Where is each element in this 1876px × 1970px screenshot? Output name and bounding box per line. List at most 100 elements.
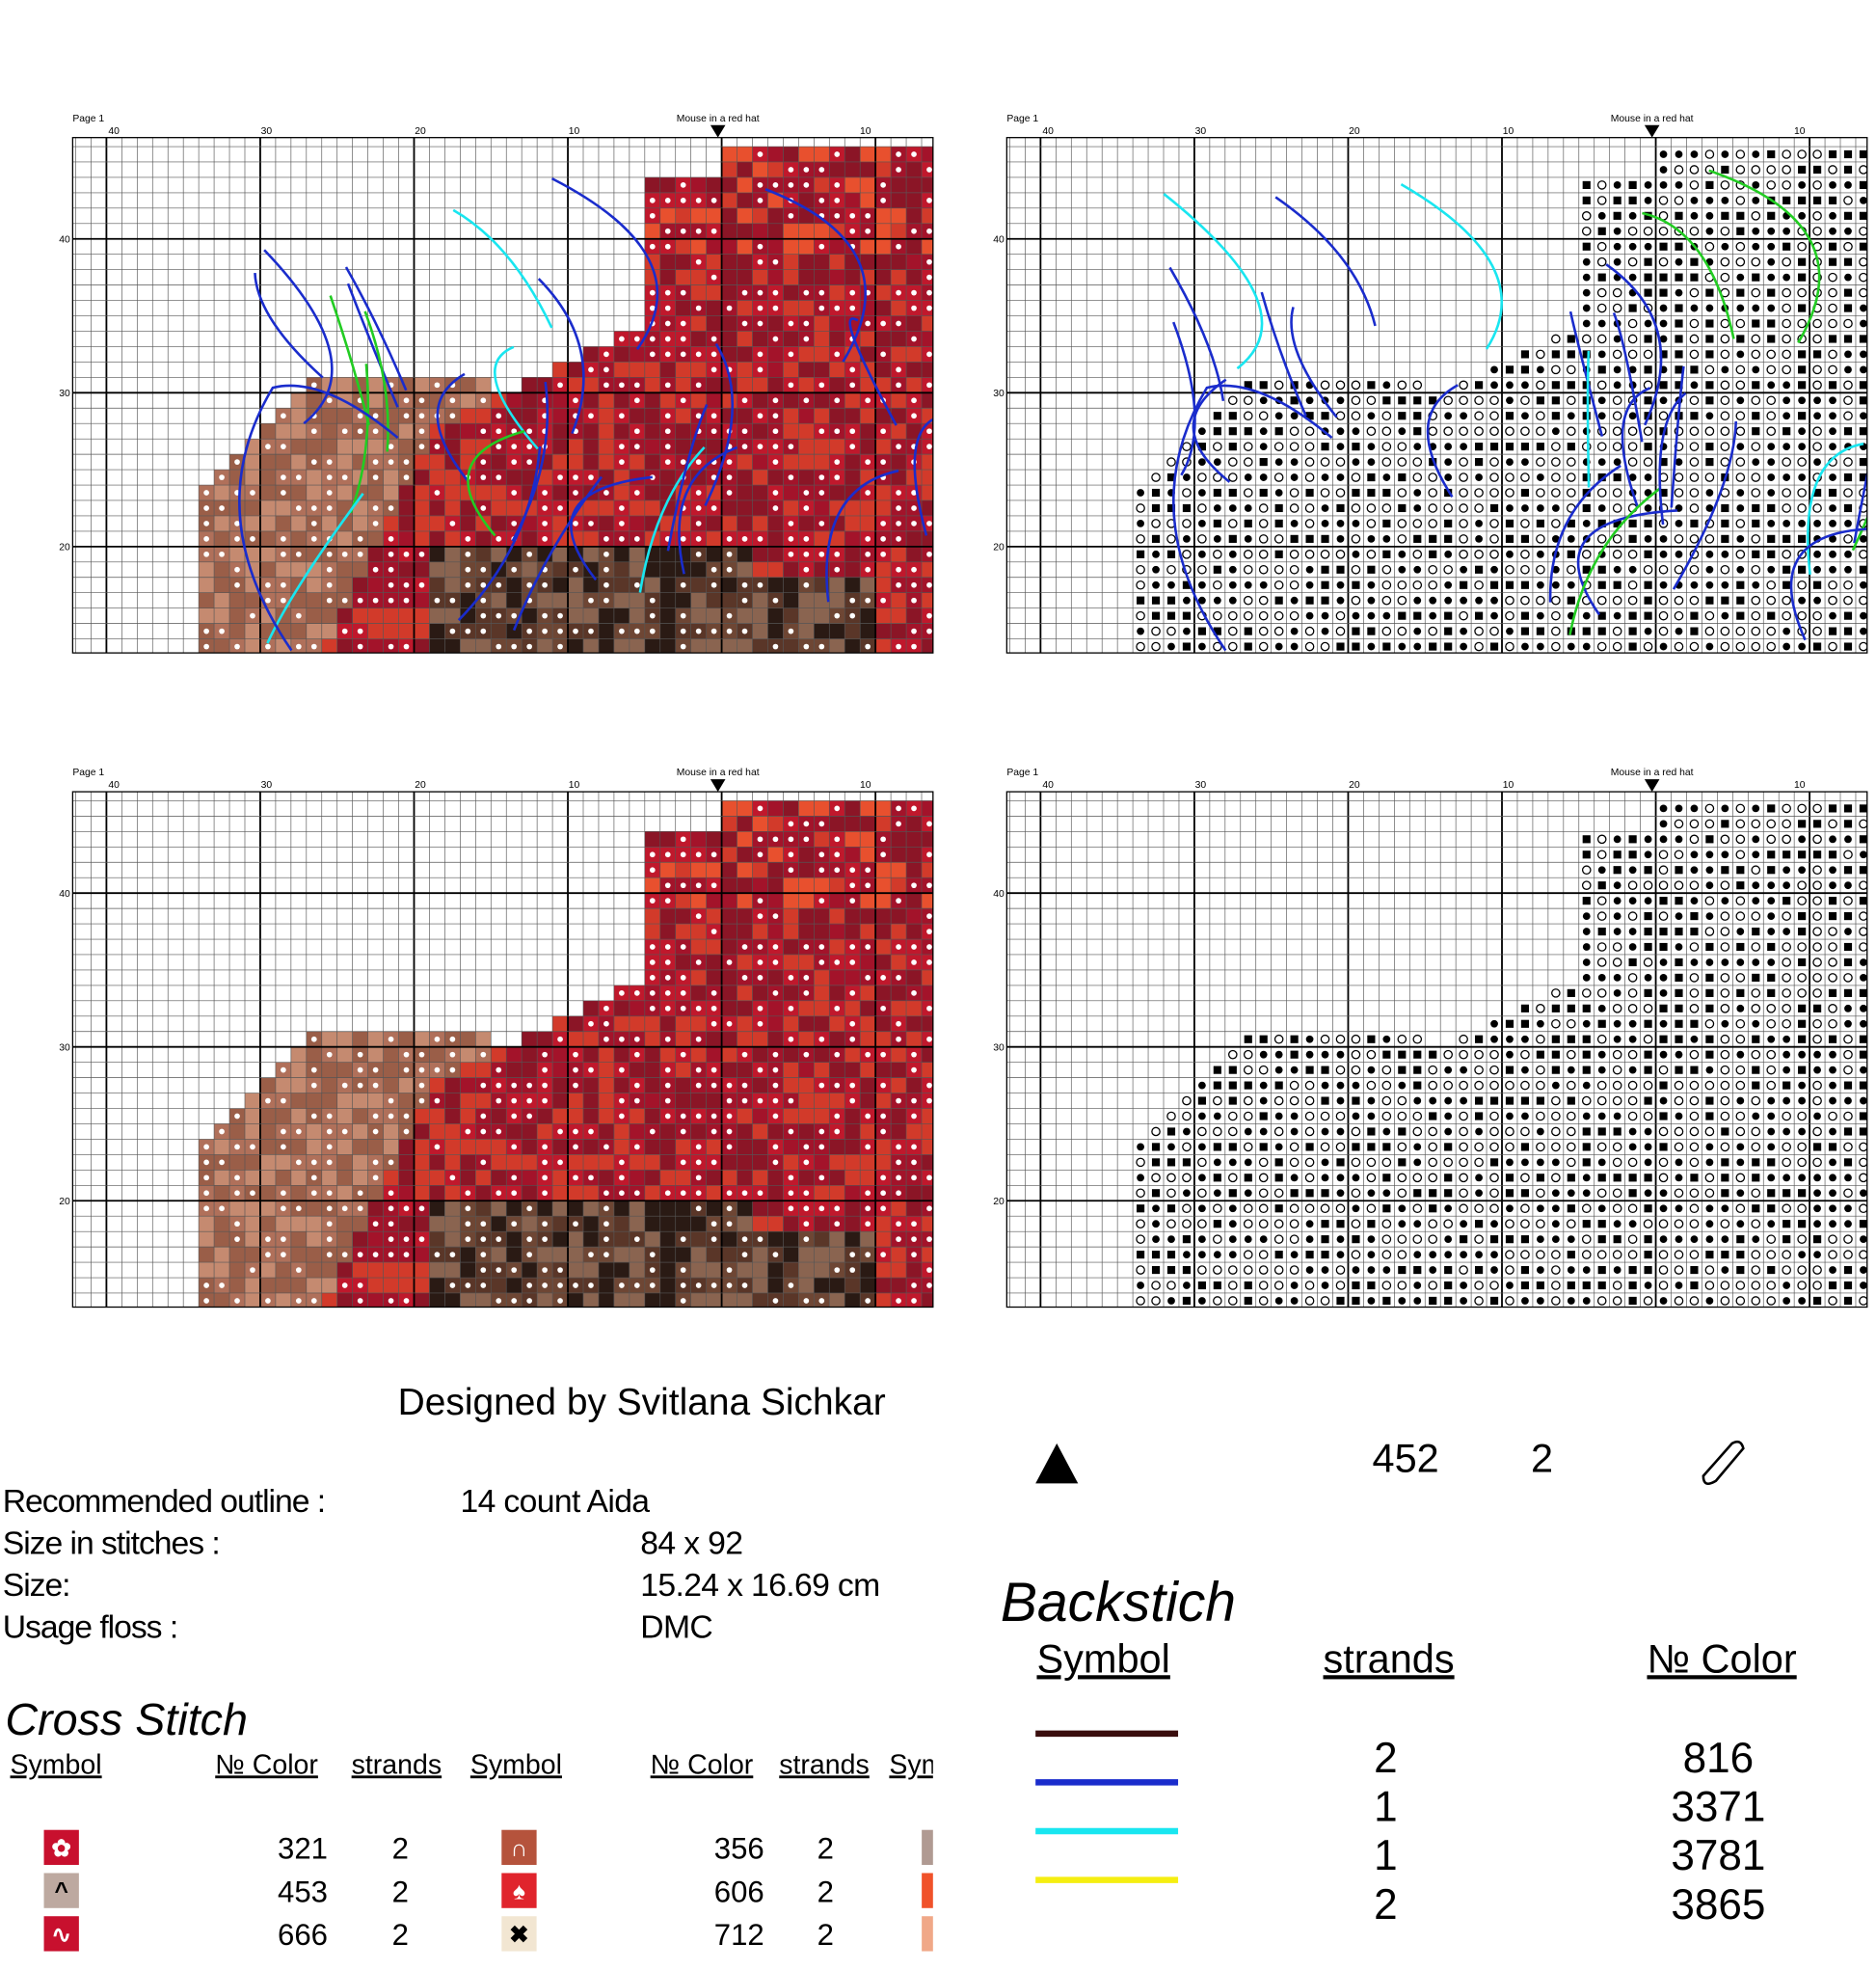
stitch bbox=[767, 1170, 784, 1186]
stitch bbox=[675, 862, 691, 878]
stitch bbox=[290, 561, 307, 578]
stitch-symbol bbox=[1136, 1157, 1145, 1168]
stitch-symbol bbox=[1198, 658, 1206, 665]
stitch-symbol bbox=[1429, 534, 1437, 543]
stitch-symbol bbox=[1166, 626, 1176, 636]
stitch bbox=[568, 638, 584, 654]
stitch-symbol bbox=[1752, 196, 1760, 204]
stitch-symbol bbox=[1183, 473, 1191, 481]
stitch bbox=[460, 1309, 475, 1324]
stitch-symbol bbox=[1628, 211, 1637, 220]
stitch-symbol bbox=[1782, 580, 1791, 589]
stitch bbox=[721, 192, 737, 208]
stitch-symbol bbox=[1551, 350, 1560, 359]
stitch bbox=[706, 969, 722, 985]
stitch-symbol bbox=[1751, 488, 1761, 498]
stitch bbox=[229, 1278, 245, 1293]
stitch-symbol bbox=[926, 1205, 932, 1212]
stitch bbox=[706, 893, 722, 909]
stitch bbox=[922, 831, 933, 848]
stitch-symbol bbox=[1243, 1049, 1253, 1060]
stitch bbox=[568, 1031, 584, 1047]
stitch bbox=[706, 1046, 722, 1063]
stitch bbox=[444, 1077, 461, 1093]
stitch bbox=[798, 192, 815, 208]
stitch bbox=[798, 1093, 815, 1109]
backstitch-line bbox=[1548, 464, 1621, 603]
stitch-symbol bbox=[695, 1159, 702, 1166]
stitch-symbol bbox=[542, 1144, 548, 1150]
stitch-symbol bbox=[526, 444, 533, 449]
stitch bbox=[491, 1046, 507, 1063]
stitch-symbol bbox=[710, 1113, 717, 1120]
stitch-symbol bbox=[465, 1190, 471, 1197]
stitch bbox=[414, 561, 430, 578]
stitch bbox=[322, 655, 337, 670]
stitch bbox=[891, 408, 907, 424]
stitch-symbol bbox=[680, 397, 686, 404]
stitch-symbol bbox=[803, 1205, 810, 1212]
stitch-symbol bbox=[603, 1221, 609, 1228]
stitch bbox=[414, 1139, 430, 1155]
stitch-symbol bbox=[1689, 564, 1700, 575]
stitch bbox=[891, 346, 907, 363]
stitch-symbol bbox=[1213, 565, 1221, 574]
backstitch-line bbox=[1168, 266, 1225, 402]
stitch bbox=[290, 1062, 307, 1078]
stitch-symbol bbox=[1259, 1081, 1268, 1090]
stitch-symbol bbox=[1766, 395, 1777, 406]
stitch-symbol bbox=[1782, 610, 1791, 621]
stitch bbox=[829, 1062, 845, 1078]
stitch bbox=[783, 1015, 799, 1032]
stitch-symbol bbox=[1812, 334, 1822, 344]
stitch-symbol bbox=[388, 1113, 394, 1120]
stitch bbox=[290, 1108, 307, 1124]
stitch bbox=[491, 485, 507, 500]
stitch-symbol bbox=[265, 1252, 271, 1257]
stitch-symbol bbox=[664, 336, 671, 342]
stitch bbox=[844, 499, 861, 516]
stitch bbox=[737, 269, 753, 285]
stitch-symbol bbox=[1506, 458, 1514, 466]
stitch bbox=[583, 499, 599, 516]
stitch bbox=[860, 655, 875, 670]
stitch-symbol bbox=[1596, 641, 1607, 652]
stitch bbox=[783, 284, 799, 301]
stitch-symbol bbox=[1859, 381, 1867, 390]
stitch bbox=[922, 207, 933, 224]
stitch-symbol bbox=[741, 428, 748, 435]
stitch-symbol bbox=[1398, 412, 1407, 420]
stitch-symbol bbox=[896, 366, 901, 373]
stitch bbox=[906, 1077, 923, 1093]
stitch-symbol bbox=[772, 459, 779, 465]
stitch bbox=[276, 655, 291, 670]
stitch bbox=[583, 1108, 599, 1124]
stitch bbox=[844, 546, 861, 562]
stitch bbox=[290, 1046, 307, 1063]
stitch-symbol bbox=[1258, 550, 1269, 559]
stitch-symbol bbox=[1596, 180, 1607, 190]
stitch-symbol bbox=[1612, 349, 1622, 360]
stitch bbox=[613, 362, 630, 378]
stitch-symbol bbox=[710, 566, 717, 573]
stitch bbox=[922, 1154, 933, 1171]
stitch-symbol bbox=[1767, 473, 1776, 481]
stitch bbox=[752, 1247, 768, 1263]
stitch bbox=[629, 362, 645, 378]
stitch bbox=[814, 1216, 830, 1232]
row-number: 20 bbox=[993, 543, 1005, 553]
stitch-symbol bbox=[496, 660, 501, 665]
stitch-symbol bbox=[1243, 1219, 1253, 1228]
stitch-symbol bbox=[926, 913, 932, 919]
stitch-symbol bbox=[1828, 303, 1837, 313]
stitch-symbol bbox=[1198, 489, 1206, 497]
stitch bbox=[598, 408, 614, 424]
row-number: 20 bbox=[59, 1197, 70, 1207]
stitch bbox=[798, 908, 815, 925]
stitch bbox=[737, 207, 753, 224]
stitch-symbol bbox=[1813, 642, 1822, 651]
stitch-symbol bbox=[418, 1205, 425, 1212]
stitch-symbol bbox=[1721, 242, 1729, 251]
stitch-symbol bbox=[326, 1128, 333, 1135]
stitch bbox=[922, 1046, 933, 1063]
